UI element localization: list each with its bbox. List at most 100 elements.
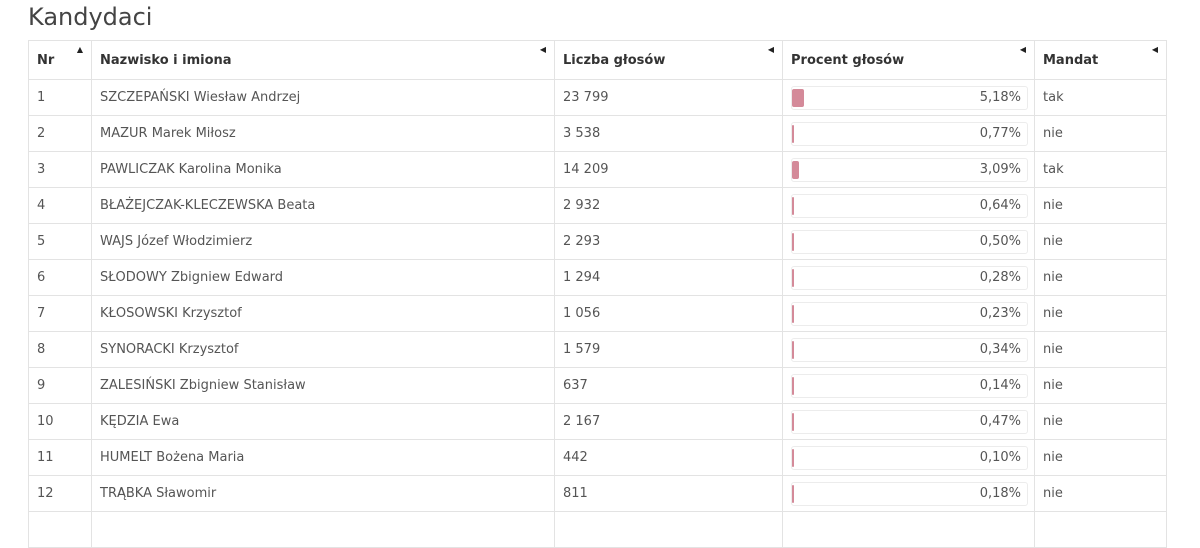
percent-label: 0,34% xyxy=(979,341,1021,357)
table-row: 12 TRĄBKA Sławomir 811 0,18% nie xyxy=(28,475,1167,512)
percent-label: 0,23% xyxy=(979,305,1021,321)
sort-icon: ◀ xyxy=(767,45,774,54)
cell-percent: 0,14% xyxy=(782,367,1035,404)
table-header-row: Nr ▲ Nazwisko i imiona ◀ Liczba głosów ◀… xyxy=(28,40,1167,80)
cell-percent: 0,77% xyxy=(782,115,1035,152)
percent-bar: 3,09% xyxy=(791,157,1028,182)
cell-mandate: nie xyxy=(1034,295,1167,332)
cell-nr: 3 xyxy=(28,151,92,188)
table-row: 4 BŁAŻEJCZAK-KLECZEWSKA Beata 2 932 0,64% ni… xyxy=(28,187,1167,224)
cell-votes: 1 056 xyxy=(554,295,783,332)
sort-icon: ◀ xyxy=(1151,45,1158,54)
cell-votes: 1 294 xyxy=(554,259,783,296)
percent-bar-fill xyxy=(792,340,794,359)
table-row: 9 ZALESIŃSKI Zbigniew Stanisław 637 0,14% ni… xyxy=(28,367,1167,404)
cell-nr: 11 xyxy=(28,439,92,476)
table-row: 11 HUMELT Bożena Maria 442 0,10% nie xyxy=(28,439,1167,476)
cell-nr: 6 xyxy=(28,259,92,296)
page-title: Kandydaci xyxy=(28,3,153,31)
cell-mandate: nie xyxy=(1034,115,1167,152)
sort-icon: ◀ xyxy=(539,45,546,54)
percent-label: 0,18% xyxy=(979,485,1021,501)
cell-name: SYNORACKI Krzysztof xyxy=(91,331,555,368)
percent-bar: 0,18% xyxy=(791,481,1028,506)
cell-nr: 5 xyxy=(28,223,92,260)
cell-name: SZCZEPAŃSKI Wiesław Andrzej xyxy=(91,79,555,116)
cell-nr: 8 xyxy=(28,331,92,368)
percent-label: 0,10% xyxy=(979,449,1021,465)
cell-name: SŁODOWY Zbigniew Edward xyxy=(91,259,555,296)
percent-label: 0,28% xyxy=(979,269,1021,285)
percent-label: 0,64% xyxy=(979,197,1021,213)
cell-mandate: tak xyxy=(1034,151,1167,188)
column-header-mandate[interactable]: Mandat ◀ xyxy=(1034,40,1167,80)
percent-bar: 0,14% xyxy=(791,373,1028,398)
cell-mandate: nie xyxy=(1034,403,1167,440)
table-row: 7 KŁOSOWSKI Krzysztof 1 056 0,23% nie xyxy=(28,295,1167,332)
percent-bar-fill xyxy=(792,484,794,503)
cell-name: PAWLICZAK Karolina Monika xyxy=(91,151,555,188)
percent-label: 0,50% xyxy=(979,233,1021,249)
percent-bar: 0,50% xyxy=(791,229,1028,254)
percent-label: 0,77% xyxy=(979,125,1021,141)
table-row: 3 PAWLICZAK Karolina Monika 14 209 3,09% tak xyxy=(28,151,1167,188)
cell-percent: 0,23% xyxy=(782,295,1035,332)
percent-bar: 0,64% xyxy=(791,193,1028,218)
cell-percent: 3,09% xyxy=(782,151,1035,188)
percent-bar-fill xyxy=(792,412,794,431)
percent-label: 0,14% xyxy=(979,377,1021,393)
percent-bar-fill xyxy=(792,304,794,323)
cell-votes: 637 xyxy=(554,367,783,404)
cell-votes: 3 538 xyxy=(554,115,783,152)
percent-label: 3,09% xyxy=(979,161,1021,177)
column-header-label: Liczba głosów xyxy=(563,52,666,68)
cell-name: TRĄBKA Sławomir xyxy=(91,475,555,512)
percent-bar-fill xyxy=(792,88,805,107)
table-row: 5 WAJS Józef Włodzimierz 2 293 0,50% nie xyxy=(28,223,1167,260)
cell-votes: 442 xyxy=(554,439,783,476)
cell-mandate: nie xyxy=(1034,439,1167,476)
table-row: 2 MAZUR Marek Miłosz 3 538 0,77% nie xyxy=(28,115,1167,152)
cell-nr: 10 xyxy=(28,403,92,440)
cell-nr: 7 xyxy=(28,295,92,332)
column-header-name[interactable]: Nazwisko i imiona ◀ xyxy=(91,40,555,80)
column-header-percent[interactable]: Procent głosów ◀ xyxy=(782,40,1035,80)
cell-mandate: nie xyxy=(1034,331,1167,368)
cell-mandate: nie xyxy=(1034,259,1167,296)
cell-nr: 9 xyxy=(28,367,92,404)
cell-percent: 0,10% xyxy=(782,439,1035,476)
cell-mandate: tak xyxy=(1034,79,1167,116)
column-header-label: Nazwisko i imiona xyxy=(100,52,232,68)
percent-bar-fill xyxy=(792,376,794,395)
cell-votes: 2 932 xyxy=(554,187,783,224)
column-header-label: Procent głosów xyxy=(791,52,905,68)
percent-bar-fill xyxy=(792,232,794,251)
percent-bar: 5,18% xyxy=(791,85,1028,110)
percent-bar: 0,28% xyxy=(791,265,1028,290)
cell-votes: 14 209 xyxy=(554,151,783,188)
percent-bar-fill xyxy=(792,268,794,287)
column-header-label: Nr xyxy=(37,52,55,68)
percent-bar-fill xyxy=(792,160,800,179)
cell-name: KĘDZIA Ewa xyxy=(91,403,555,440)
column-header-votes[interactable]: Liczba głosów ◀ xyxy=(554,40,783,80)
percent-bar-fill xyxy=(792,124,794,143)
cell-name: BŁAŻEJCZAK-KLECZEWSKA Beata xyxy=(91,187,555,224)
percent-label: 0,47% xyxy=(979,413,1021,429)
cell-percent: 0,64% xyxy=(782,187,1035,224)
cell-mandate: nie xyxy=(1034,475,1167,512)
percent-bar-fill xyxy=(792,448,794,467)
percent-bar: 0,47% xyxy=(791,409,1028,434)
cell-votes: 1 579 xyxy=(554,331,783,368)
cell-name: MAZUR Marek Miłosz xyxy=(91,115,555,152)
cell-nr: 12 xyxy=(28,475,92,512)
percent-bar: 0,77% xyxy=(791,121,1028,146)
cell-name: HUMELT Bożena Maria xyxy=(91,439,555,476)
column-header-nr[interactable]: Nr ▲ xyxy=(28,40,92,80)
cell-name: KŁOSOWSKI Krzysztof xyxy=(91,295,555,332)
cell-name: WAJS Józef Włodzimierz xyxy=(91,223,555,260)
cell-percent: 0,47% xyxy=(782,403,1035,440)
cell-votes: 2 167 xyxy=(554,403,783,440)
cell-mandate: nie xyxy=(1034,223,1167,260)
percent-bar-fill xyxy=(792,196,794,215)
